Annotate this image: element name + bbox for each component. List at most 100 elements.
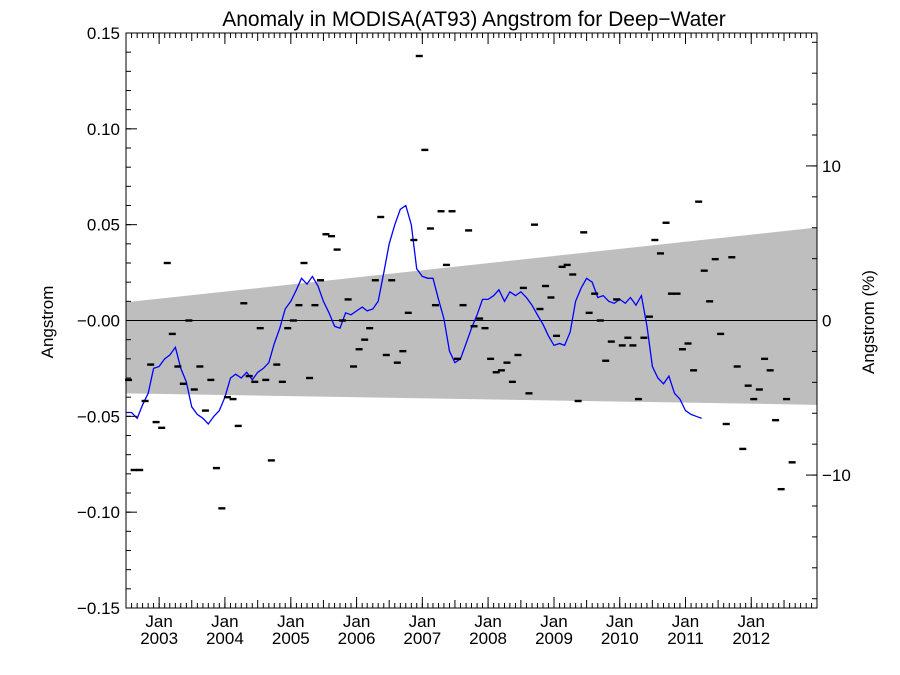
anomaly-point: [393, 361, 401, 364]
anomaly-point: [569, 273, 577, 276]
x-tick-year: 2012: [732, 629, 770, 648]
anomaly-point: [426, 227, 434, 230]
anomaly-point: [695, 200, 703, 203]
anomaly-point: [553, 334, 561, 338]
x-tick-year: 2003: [140, 629, 178, 648]
anomaly-point: [234, 424, 242, 428]
anomaly-point: [514, 353, 522, 357]
anomaly-point: [218, 507, 226, 510]
anomaly-point: [152, 420, 160, 424]
anomaly-point: [684, 342, 692, 345]
anomaly-point: [673, 292, 681, 295]
x-tick-year: 2009: [535, 629, 573, 648]
anomaly-point: [563, 263, 571, 267]
anomaly-point: [722, 422, 730, 426]
anomaly-point: [678, 348, 686, 351]
anomaly-point: [531, 223, 539, 226]
y-tick-label: 0.05: [87, 216, 120, 235]
anomaly-point: [322, 233, 330, 236]
anomaly-point: [273, 363, 281, 366]
anomaly-point: [602, 359, 610, 362]
x-tick-month: Jan: [343, 612, 370, 631]
anomaly-point: [766, 369, 774, 372]
smoothed-series: [126, 204, 702, 426]
anomaly-point: [251, 380, 259, 384]
anomaly-point: [613, 298, 621, 301]
y-tick-label: −0.05: [77, 407, 120, 426]
anomaly-point: [481, 326, 489, 330]
anomaly-point: [442, 263, 450, 267]
anomaly-point: [503, 361, 511, 364]
y-tick-label: −0.15: [77, 599, 120, 618]
anomaly-point: [662, 221, 670, 224]
anomaly-point: [508, 380, 516, 384]
anomaly-point: [431, 303, 439, 307]
anomaly-point: [645, 315, 653, 318]
anomaly-point: [317, 279, 325, 282]
anomaly-point: [415, 54, 423, 58]
x-tick-month: Jan: [474, 612, 501, 631]
anomaly-point: [465, 229, 473, 232]
anomaly-point: [256, 326, 264, 330]
x-tick-year: 2006: [338, 629, 376, 648]
x-tick-month: Jan: [277, 612, 304, 631]
y-axis-label: Angstrom: [38, 286, 57, 359]
anomaly-point: [667, 292, 675, 295]
anomaly-point: [706, 300, 714, 303]
anomaly-point: [783, 397, 791, 401]
anomaly-point: [728, 256, 736, 259]
anomaly-point: [289, 319, 297, 322]
anomaly-point: [240, 302, 248, 305]
y2-tick-label: 0: [822, 312, 831, 331]
anomaly-point: [361, 338, 369, 341]
anomaly-point: [580, 231, 588, 234]
anomaly-point: [174, 365, 182, 368]
anomaly-point: [717, 332, 725, 336]
y2-tick-label: −10: [822, 466, 851, 485]
anomaly-point: [136, 468, 144, 472]
anomaly-point: [229, 397, 237, 401]
y-tick-label: 0.10: [87, 120, 120, 139]
x-tick-year: 2008: [469, 629, 507, 648]
anomaly-point: [788, 461, 796, 464]
anomaly-point: [618, 344, 626, 347]
anomaly-point: [328, 234, 336, 238]
anomaly-point: [207, 378, 215, 382]
uncertainty-band: [126, 227, 817, 405]
x-tick-month: Jan: [738, 612, 765, 631]
anomaly-point: [519, 286, 527, 290]
anomaly-point: [333, 248, 341, 251]
anomaly-point: [306, 376, 314, 380]
anomaly-point: [223, 395, 231, 399]
anomaly-point: [185, 319, 193, 322]
anomaly-point: [487, 357, 495, 361]
anomaly-point: [476, 317, 484, 320]
x-tick-month: Jan: [211, 612, 238, 631]
anomaly-point: [755, 388, 763, 391]
anomaly-point: [196, 365, 204, 368]
anomaly-point: [388, 279, 396, 282]
anomaly-point: [772, 418, 780, 422]
anomaly-point: [147, 363, 155, 366]
anomaly-point: [547, 296, 555, 299]
anomaly-point: [739, 447, 747, 451]
anomaly-point: [212, 466, 220, 470]
anomaly-point: [366, 326, 374, 330]
anomaly-point: [585, 311, 593, 315]
anomaly-point: [382, 353, 390, 357]
x-tick-year: 2005: [272, 629, 310, 648]
anomaly-point: [377, 215, 385, 219]
y-axis-right: 10 0 −10: [806, 41, 851, 600]
anomaly-point: [278, 380, 286, 384]
anomaly-point: [448, 210, 456, 213]
y-tick-label: −0.00: [77, 312, 120, 331]
anomaly-point: [733, 365, 741, 368]
y2-axis-label: Angstrom (%): [859, 270, 878, 374]
anomaly-point: [574, 399, 582, 403]
anomaly-point: [596, 319, 604, 322]
anomaly-point: [339, 319, 347, 322]
anomaly-point: [453, 357, 461, 361]
anomaly-point: [558, 265, 566, 269]
anomaly-point: [371, 279, 379, 282]
